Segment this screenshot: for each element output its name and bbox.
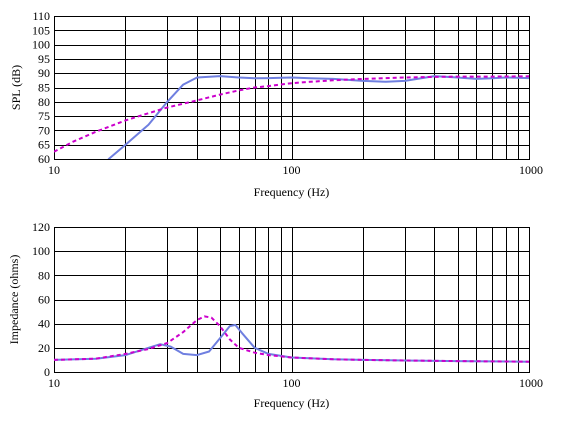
y-tick-label: 100 bbox=[32, 38, 50, 52]
y-axis-label: SPL (dB) bbox=[9, 65, 23, 110]
plot-frame bbox=[54, 16, 530, 160]
y-tick-label: 120 bbox=[32, 220, 50, 234]
y-tick-label: 80 bbox=[38, 95, 50, 109]
x-tick-label: 100 bbox=[283, 163, 301, 177]
y-tick-label: 60 bbox=[38, 152, 50, 166]
x-axis-label: Frequency (Hz) bbox=[254, 185, 330, 199]
y-tick-label: 90 bbox=[38, 66, 50, 80]
x-tick-label: 1000 bbox=[519, 376, 543, 390]
x-axis-label: Frequency (Hz) bbox=[254, 396, 330, 410]
y-tick-label: 100 bbox=[32, 244, 50, 258]
y-tick-label: 40 bbox=[38, 317, 50, 331]
y-tick-label: 75 bbox=[38, 109, 50, 123]
dashed-series-line bbox=[54, 75, 529, 153]
y-tick-label: 80 bbox=[38, 268, 50, 282]
y-tick-label: 105 bbox=[32, 23, 50, 37]
y-tick-label: 65 bbox=[38, 138, 50, 152]
x-tick-label: 10 bbox=[48, 376, 60, 390]
solid-series-line bbox=[107, 75, 529, 159]
grid bbox=[54, 227, 529, 372]
y-tick-label: 20 bbox=[38, 341, 50, 355]
grid bbox=[54, 16, 529, 159]
y-tick-label: 95 bbox=[38, 52, 50, 66]
y-tick-label: 85 bbox=[38, 81, 50, 95]
dashed-series-line bbox=[54, 315, 529, 363]
x-tick-label: 10 bbox=[48, 163, 60, 177]
y-tick-label: 110 bbox=[32, 9, 50, 23]
y-tick-label: 0 bbox=[44, 365, 50, 379]
y-tick-label: 70 bbox=[38, 123, 50, 137]
x-tick-label: 100 bbox=[283, 376, 301, 390]
plot-panel-1: 0 20 40 60 80 100 120 10 100 1000 Frequency (Hz) Im… bbox=[7, 220, 543, 410]
plot-frame bbox=[54, 227, 530, 373]
y-tick-label: 60 bbox=[38, 293, 50, 307]
y-axis-label: Impedance (ohms) bbox=[7, 255, 21, 345]
plot-area bbox=[54, 16, 529, 159]
x-tick-label: 1000 bbox=[519, 163, 543, 177]
